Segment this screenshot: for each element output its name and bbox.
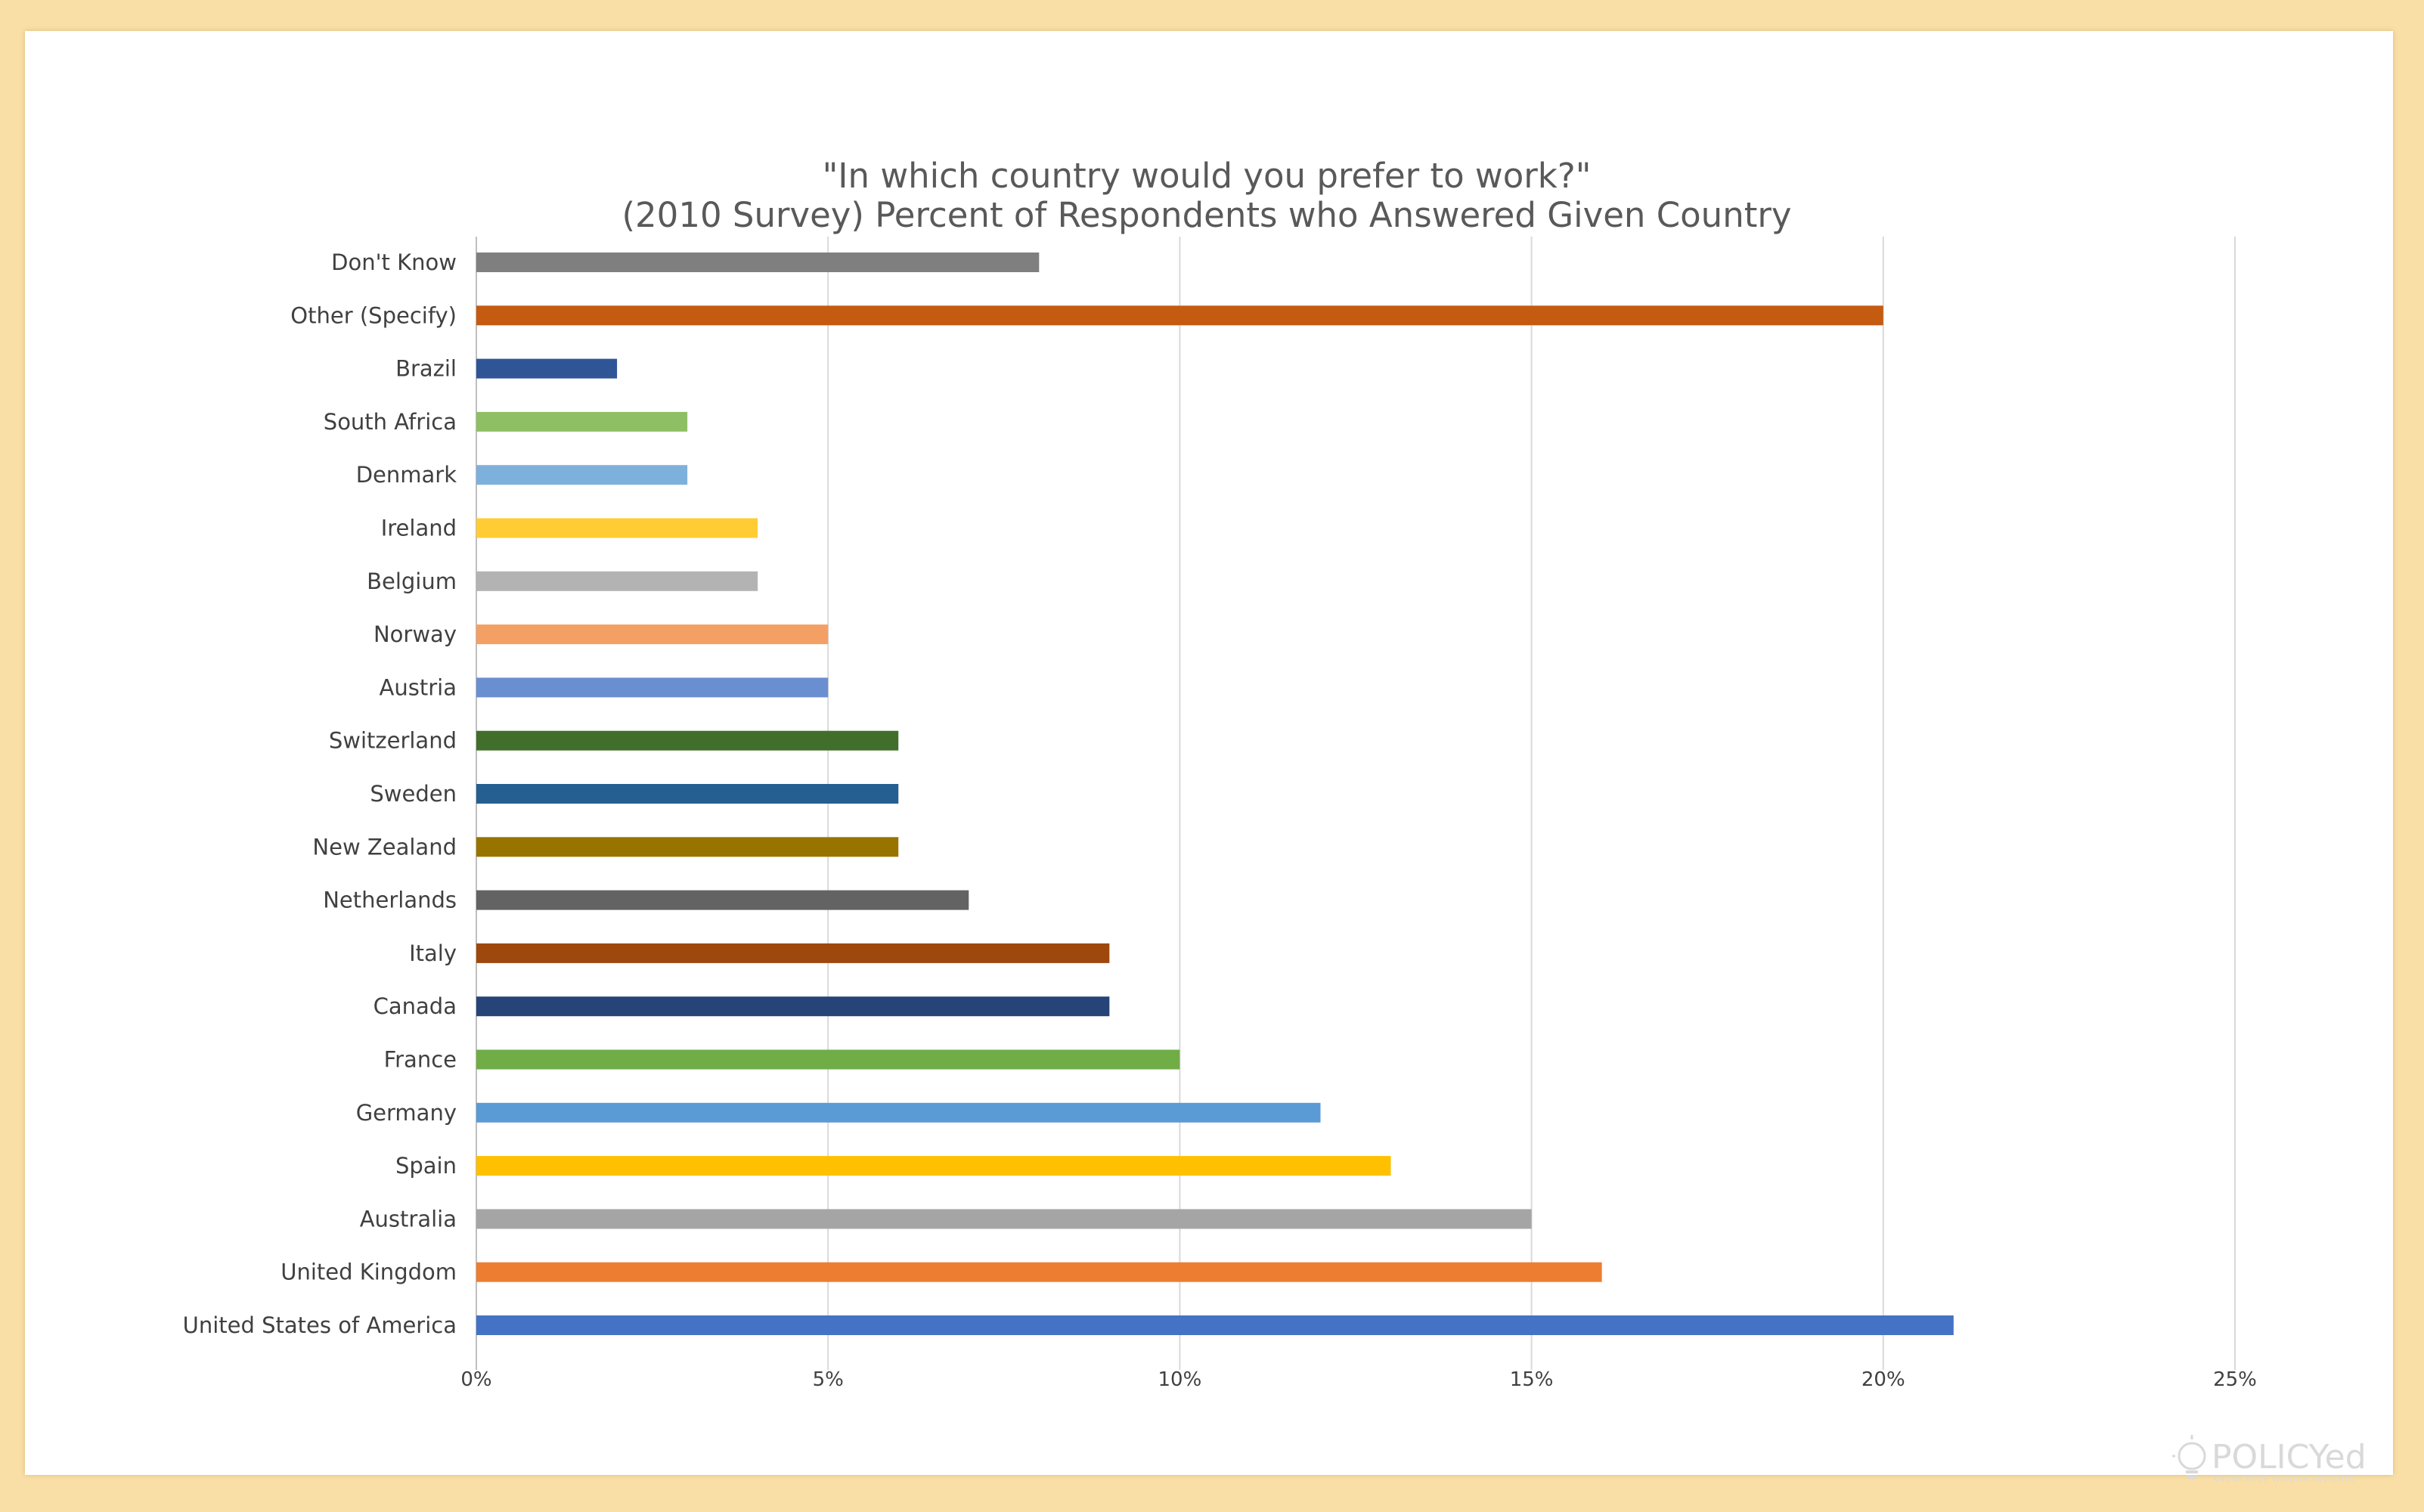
- category-label: Spain: [395, 1153, 457, 1179]
- category-label: Belgium: [367, 569, 457, 594]
- bar-chart: "In which country would you prefer to wo…: [183, 156, 2257, 1391]
- category-labels: Don't Know Other (Specify) Brazil South Afr…: [183, 249, 457, 1338]
- bars: [476, 253, 1954, 1335]
- category-label: Brazil: [395, 356, 457, 382]
- logo-tagline: KNOWLEDGE WISDOM INSIGHTS: [2213, 1476, 2355, 1484]
- bar: [476, 305, 1883, 326]
- bar: [476, 1049, 1180, 1070]
- bar: [476, 518, 758, 538]
- category-label: Austria: [380, 674, 457, 700]
- lightbulb-icon: [2172, 1435, 2206, 1479]
- bar: [476, 1315, 1954, 1335]
- category-label: Don't Know: [331, 249, 457, 275]
- category-label: Germany: [356, 1100, 457, 1126]
- bar: [476, 677, 829, 698]
- category-label: Netherlands: [323, 888, 457, 913]
- bar: [476, 1209, 1532, 1229]
- category-label: Switzerland: [329, 728, 457, 754]
- bar: [476, 837, 899, 857]
- category-label: Denmark: [356, 462, 457, 488]
- bar: [476, 465, 688, 485]
- x-tick-label: 20%: [1861, 1368, 1905, 1391]
- category-label: South Africa: [324, 409, 457, 435]
- bar: [476, 411, 688, 432]
- bar: [476, 730, 899, 751]
- bar: [476, 571, 758, 591]
- x-tick-label: 5%: [813, 1368, 844, 1391]
- category-label: Other (Specify): [290, 302, 457, 328]
- bar: [476, 624, 829, 645]
- bar: [476, 1156, 1391, 1176]
- category-label: United States of America: [183, 1312, 457, 1338]
- category-label: New Zealand: [312, 834, 457, 860]
- policyed-logo: POLICYed KNOWLEDGE WISDOM INSIGHTS: [2172, 1435, 2367, 1484]
- bar: [476, 996, 1110, 1017]
- bar: [476, 253, 1040, 272]
- bar: [476, 943, 1110, 963]
- category-label: Australia: [360, 1206, 457, 1232]
- chart-subtitle: (2010 Survey) Percent of Respondents who…: [622, 195, 1792, 235]
- bar: [476, 890, 969, 910]
- category-label: Sweden: [370, 781, 457, 807]
- x-tick-label: 10%: [1158, 1368, 1202, 1391]
- bar: [476, 1102, 1321, 1123]
- chart-card: "In which country would you prefer to wo…: [25, 31, 2393, 1484]
- category-label: France: [384, 1047, 457, 1073]
- chart-title: "In which country would you prefer to wo…: [823, 156, 1592, 196]
- category-label: United Kingdom: [281, 1259, 457, 1285]
- category-label: Norway: [374, 621, 457, 647]
- x-tick-label: 25%: [2213, 1368, 2257, 1391]
- category-label: Ireland: [381, 516, 457, 541]
- category-label: Italy: [409, 940, 457, 966]
- x-axis-ticks: 0% 5% 10% 15% 20% 25%: [460, 1368, 2257, 1391]
- x-tick-label: 0%: [460, 1368, 491, 1391]
- bar: [476, 1262, 1602, 1282]
- gridlines: [476, 237, 2236, 1370]
- logo-text: POLICYed: [2212, 1438, 2367, 1476]
- x-tick-label: 15%: [1510, 1368, 1554, 1391]
- bar: [476, 358, 618, 379]
- category-label: Canada: [374, 993, 457, 1019]
- bar: [476, 784, 899, 804]
